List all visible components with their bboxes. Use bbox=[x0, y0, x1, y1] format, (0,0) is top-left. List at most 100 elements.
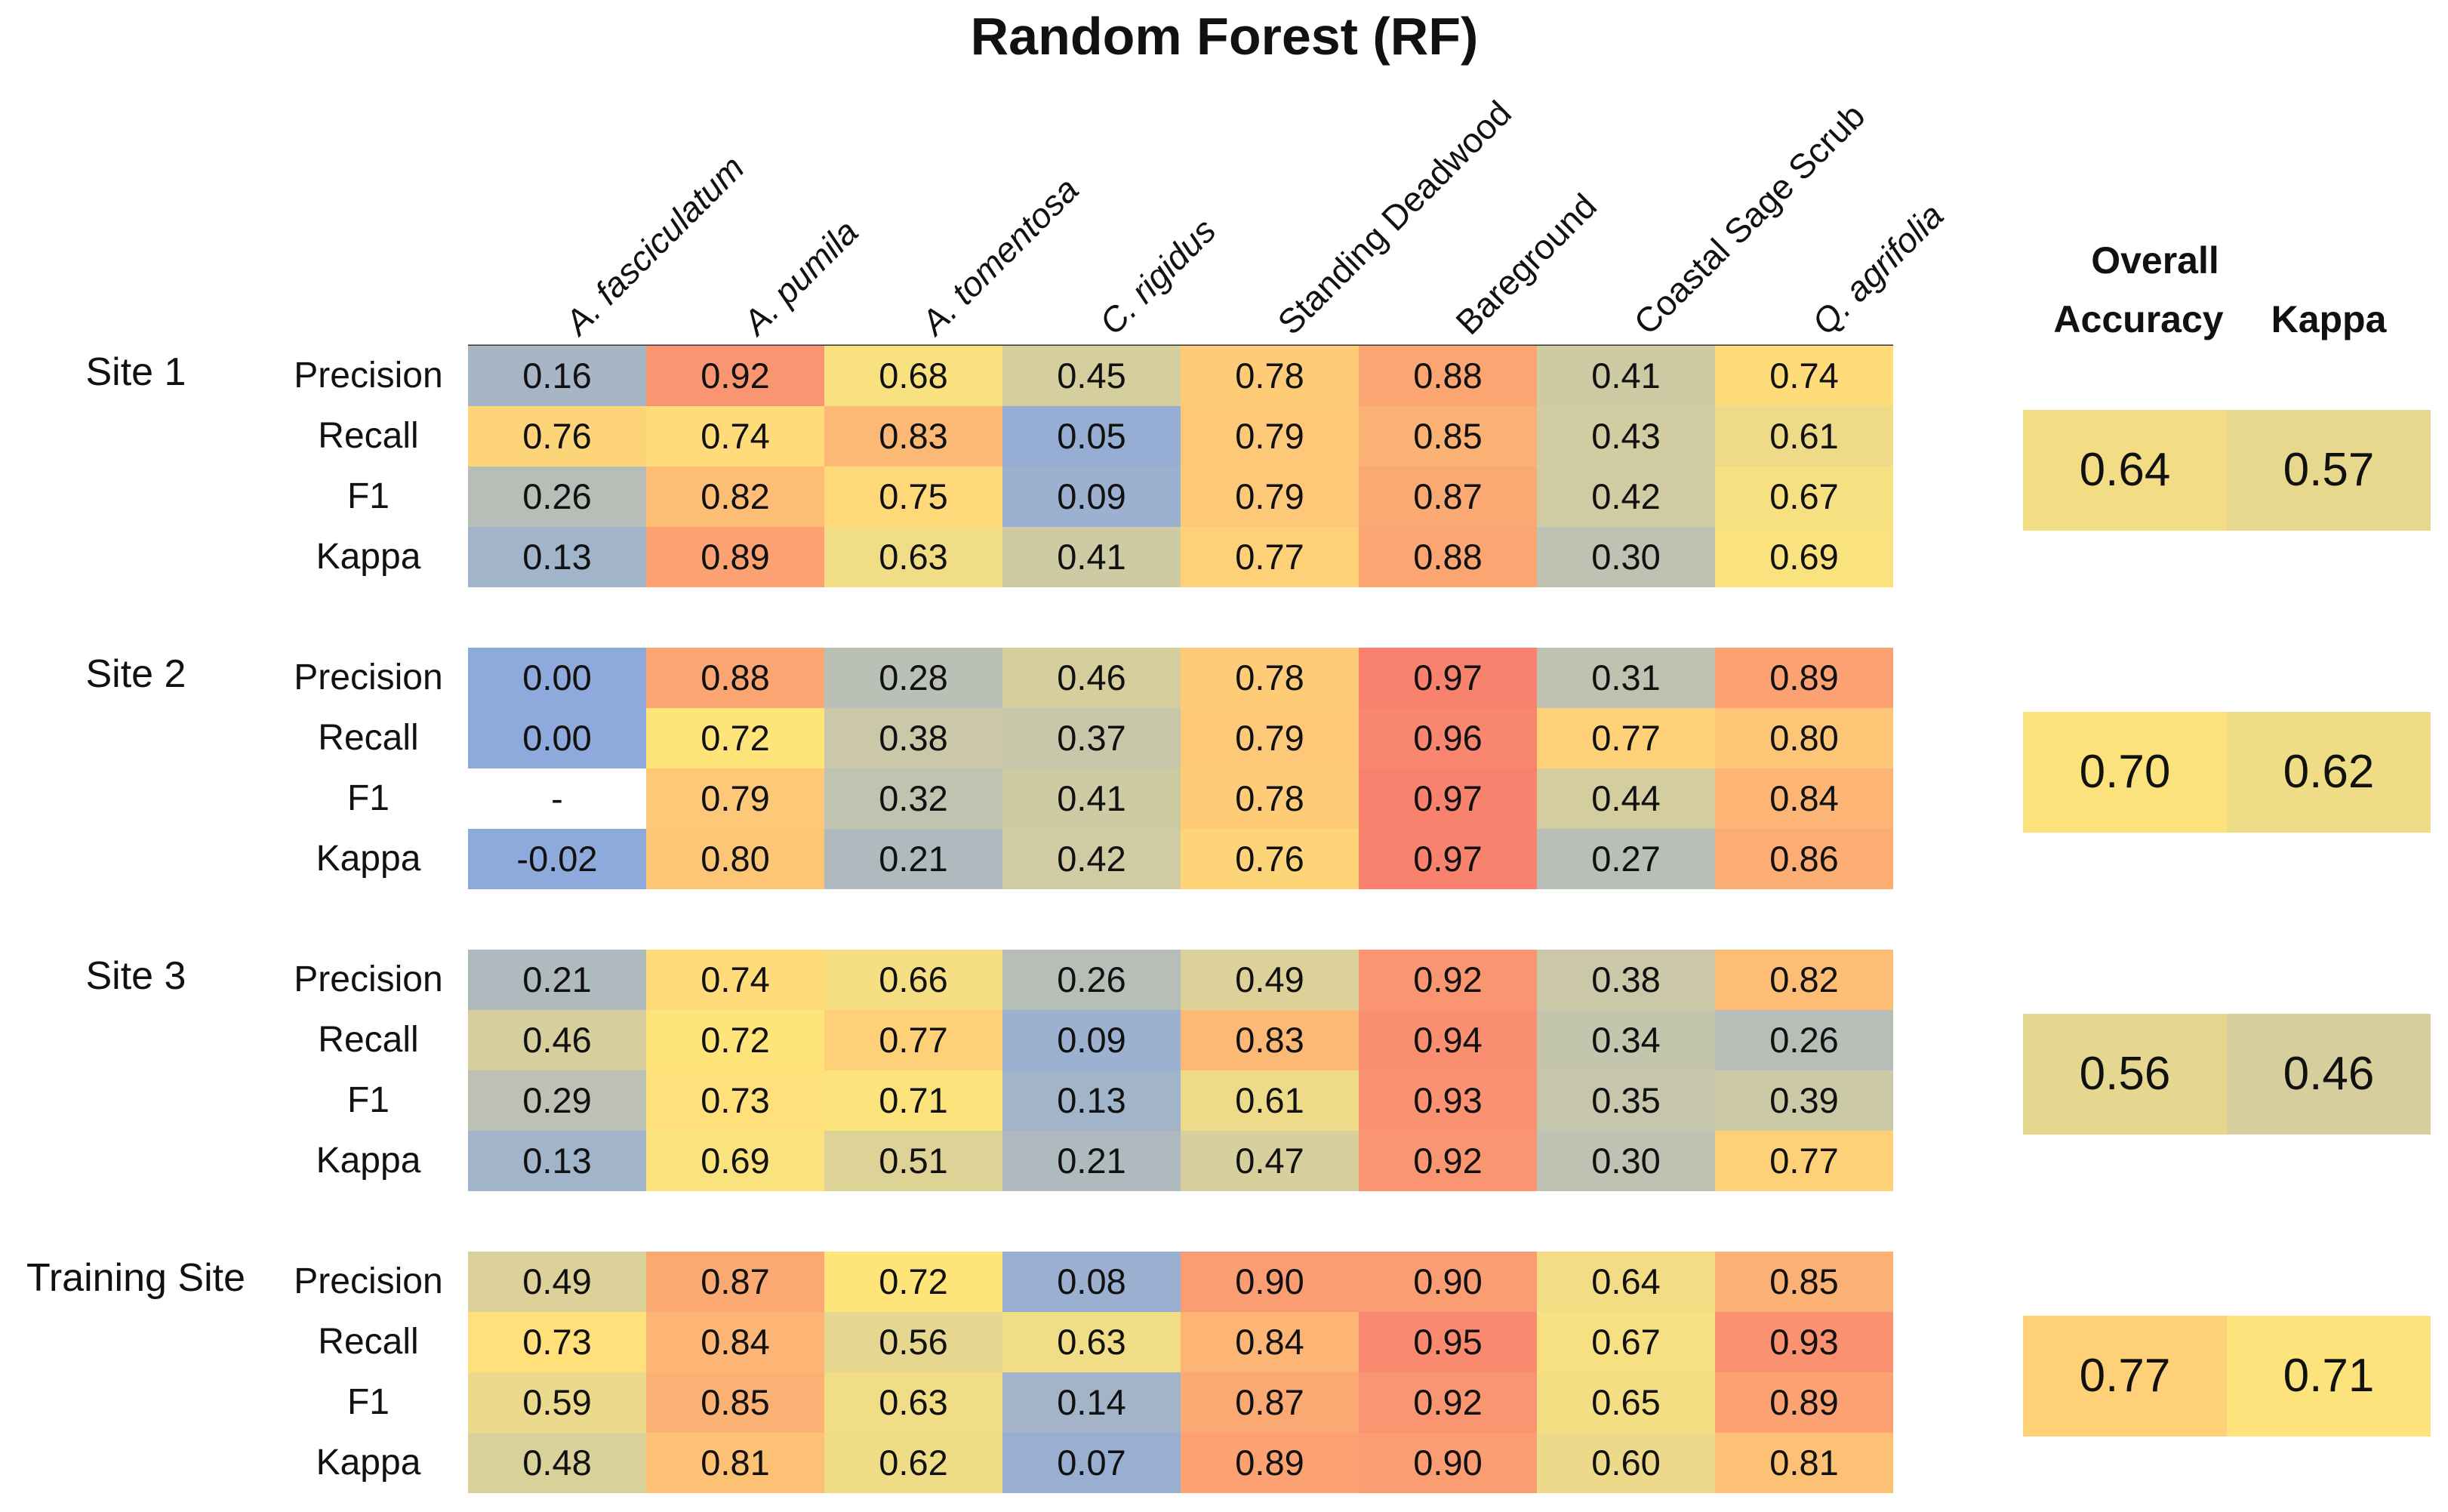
metric-label: F1 bbox=[347, 1382, 390, 1422]
cell-value: 0.46 bbox=[1057, 657, 1125, 697]
cell-value: 0.61 bbox=[1235, 1080, 1304, 1120]
cell-value: 0.85 bbox=[1413, 416, 1482, 456]
cell-value: 0.74 bbox=[1769, 356, 1838, 396]
cell-value: 0.28 bbox=[879, 657, 947, 697]
overall-accuracy-value: 0.70 bbox=[2080, 746, 2171, 798]
metric-label: Precision bbox=[294, 657, 442, 697]
kappa-value: 0.62 bbox=[2283, 746, 2375, 798]
cell-value: 0.29 bbox=[522, 1080, 591, 1120]
metric-label: F1 bbox=[347, 778, 390, 818]
cell-value: 0.76 bbox=[522, 416, 591, 456]
cell-value: 0.85 bbox=[1769, 1261, 1838, 1301]
cell-value: 0.83 bbox=[1235, 1020, 1304, 1060]
cell-value: 0.42 bbox=[1057, 839, 1125, 879]
cell-value: 0.77 bbox=[1591, 718, 1660, 758]
cell-value: 0.35 bbox=[1591, 1080, 1660, 1120]
cell-value: 0.79 bbox=[1235, 718, 1304, 758]
cell-value: 0.39 bbox=[1769, 1080, 1838, 1120]
column-label: C. rigidus bbox=[1092, 211, 1223, 342]
cell-value: 0.84 bbox=[1235, 1322, 1304, 1362]
cell-value: 0.63 bbox=[879, 537, 947, 577]
cell-value: 0.26 bbox=[1769, 1020, 1838, 1060]
rf-accuracy-heatmap: Random Forest (RF)A. fasciculatumA. pumi… bbox=[0, 0, 2448, 1512]
cell-value: 0.09 bbox=[1057, 476, 1125, 516]
metric-label: F1 bbox=[347, 1080, 390, 1120]
cell-value: 0.92 bbox=[1413, 959, 1482, 999]
metric-label: Recall bbox=[318, 1020, 418, 1060]
cell-value: 0.97 bbox=[1413, 778, 1482, 818]
cell-value: 0.88 bbox=[1413, 356, 1482, 396]
cell-value: 0.78 bbox=[1235, 657, 1304, 697]
cell-value: 0.64 bbox=[1591, 1261, 1660, 1301]
cell-value: 0.45 bbox=[1057, 356, 1125, 396]
kappa-value: 0.57 bbox=[2283, 444, 2375, 496]
cell-value: 0.44 bbox=[1591, 778, 1660, 818]
cell-value: 0.82 bbox=[701, 476, 769, 516]
cell-value: 0.63 bbox=[1057, 1322, 1125, 1362]
cell-value: 0.41 bbox=[1591, 356, 1660, 396]
overall-accuracy-value: 0.77 bbox=[2080, 1350, 2171, 1402]
cell-value: 0.21 bbox=[522, 959, 591, 999]
cell-value: 0.30 bbox=[1591, 1141, 1660, 1181]
cell-value: 0.13 bbox=[522, 537, 591, 577]
cell-value: 0.93 bbox=[1413, 1080, 1482, 1120]
cell-value: 0.74 bbox=[701, 416, 769, 456]
cell-value: 0.26 bbox=[522, 476, 591, 516]
metric-label: Recall bbox=[318, 1322, 418, 1362]
cell-value: -0.02 bbox=[516, 839, 597, 879]
cell-value: 0.83 bbox=[879, 416, 947, 456]
metric-label: Precision bbox=[294, 1261, 442, 1301]
cell-value: 0.49 bbox=[1235, 959, 1304, 999]
cell-value: 0.92 bbox=[1413, 1382, 1482, 1422]
cell-value: 0.80 bbox=[1769, 718, 1838, 758]
cell-value: 0.78 bbox=[1235, 356, 1304, 396]
cell-value: 0.21 bbox=[1057, 1141, 1125, 1181]
cell-value: 0.74 bbox=[701, 959, 769, 999]
cell-value: 0.59 bbox=[522, 1382, 591, 1422]
cell-value: 0.86 bbox=[1769, 839, 1838, 879]
cell-value: 0.41 bbox=[1057, 778, 1125, 818]
cell-value: 0.89 bbox=[1235, 1443, 1304, 1483]
cell-value: 0.13 bbox=[1057, 1080, 1125, 1120]
kappa-value: 0.71 bbox=[2283, 1350, 2375, 1402]
cell-value: 0.90 bbox=[1413, 1443, 1482, 1483]
cell-value: 0.56 bbox=[879, 1322, 947, 1362]
metric-label: F1 bbox=[347, 476, 390, 516]
metric-label: Kappa bbox=[316, 839, 421, 879]
metric-label: Precision bbox=[294, 356, 442, 396]
cell-value: 0.38 bbox=[1591, 959, 1660, 999]
overall-accuracy-header-line2: Accuracy bbox=[2053, 298, 2223, 340]
cell-value: 0.97 bbox=[1413, 839, 1482, 879]
cell-value: 0.00 bbox=[522, 718, 591, 758]
cell-value: 0.65 bbox=[1591, 1382, 1660, 1422]
cell-value: 0.93 bbox=[1769, 1322, 1838, 1362]
cell-value: - bbox=[551, 778, 563, 818]
cell-value: 0.96 bbox=[1413, 718, 1482, 758]
cell-value: 0.67 bbox=[1591, 1322, 1660, 1362]
cell-value: 0.66 bbox=[879, 959, 947, 999]
cell-value: 0.41 bbox=[1057, 537, 1125, 577]
cell-value: 0.27 bbox=[1591, 839, 1660, 879]
cell-value: 0.09 bbox=[1057, 1020, 1125, 1060]
cell-value: 0.78 bbox=[1235, 778, 1304, 818]
cell-value: 0.79 bbox=[1235, 416, 1304, 456]
cell-value: 0.16 bbox=[522, 356, 591, 396]
cell-value: 0.34 bbox=[1591, 1020, 1660, 1060]
overall-accuracy-header-line1: Overall bbox=[2091, 239, 2219, 282]
cell-value: 0.84 bbox=[1769, 778, 1838, 818]
cell-value: 0.82 bbox=[1769, 959, 1838, 999]
cell-value: 0.49 bbox=[522, 1261, 591, 1301]
cell-value: 0.71 bbox=[879, 1080, 947, 1120]
cell-value: 0.90 bbox=[1413, 1261, 1482, 1301]
cell-value: 0.00 bbox=[522, 657, 591, 697]
cell-value: 0.47 bbox=[1235, 1141, 1304, 1181]
cell-value: 0.87 bbox=[1413, 476, 1482, 516]
cell-value: 0.43 bbox=[1591, 416, 1660, 456]
metric-label: Kappa bbox=[316, 1141, 421, 1181]
cell-value: 0.31 bbox=[1591, 657, 1660, 697]
cell-value: 0.77 bbox=[879, 1020, 947, 1060]
cell-value: 0.05 bbox=[1057, 416, 1125, 456]
cell-value: 0.38 bbox=[879, 718, 947, 758]
column-label: A. tomentosa bbox=[912, 170, 1086, 344]
cell-value: 0.95 bbox=[1413, 1322, 1482, 1362]
